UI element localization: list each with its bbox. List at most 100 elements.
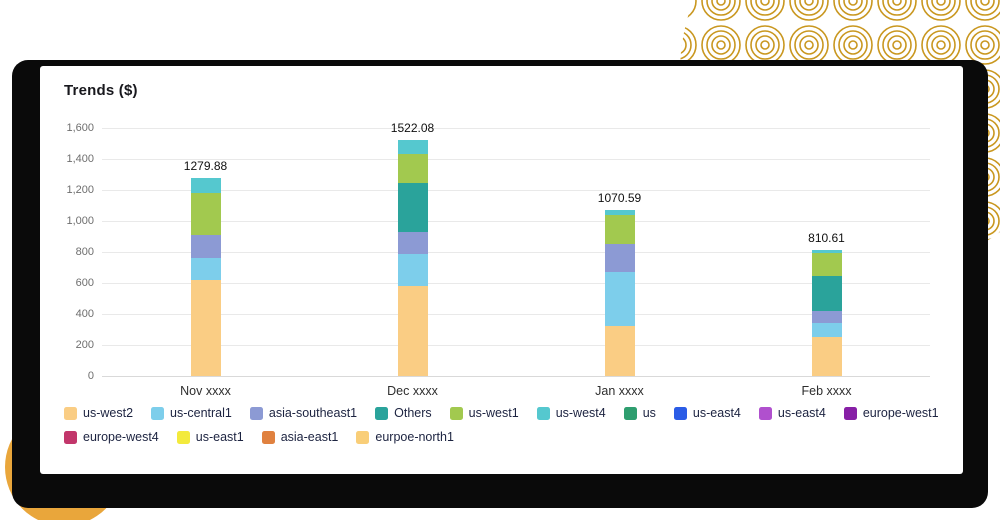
gridline [102, 345, 930, 346]
legend-swatch [261, 430, 275, 444]
y-tick-label: 1,600 [66, 122, 94, 134]
x-axis-label: Jan xxxx [595, 384, 644, 398]
bar-group: 810.61 Feb xxxx [801, 128, 851, 398]
y-tick-label: 800 [75, 246, 94, 258]
bar-total-label: 1070.59 [597, 191, 642, 206]
legend-swatch [356, 430, 370, 444]
plot-area: 1279.88 Nov xxxx 1522.08 Dec xxxx 1070.59 Jan… [102, 121, 930, 398]
x-axis-label: Nov xxxx [180, 384, 231, 398]
x-axis-label: Feb xxxx [801, 384, 852, 398]
legend-label: us-west4 [555, 406, 606, 420]
bar-segment-us-west4[interactable] [811, 250, 842, 253]
legend-row-2: europe-west4 us-east1 asia-east1 eurpoe-nor… [64, 430, 949, 444]
legend-swatch [249, 406, 263, 420]
gridline [102, 128, 930, 129]
legend-label: asia-east1 [280, 430, 339, 444]
legend-swatch [449, 406, 463, 420]
bar-group: 1522.08 Dec xxxx [387, 121, 438, 398]
bar-segment-us-west4[interactable] [604, 210, 635, 216]
bar-segment-us-west1[interactable] [811, 252, 842, 277]
bar-segment-us-west1[interactable] [397, 154, 428, 184]
bar-segment-us-west4[interactable] [190, 177, 221, 194]
legend-item-us-east4[interactable]: us-east4 [673, 406, 741, 420]
legend-label: Others [394, 406, 432, 420]
legend-item-us-west4[interactable]: us-west4 [536, 406, 606, 420]
legend-item-us-central1[interactable]: us-central1 [151, 406, 232, 420]
legend-row-1: us-west2 us-central1 asia-southeast1 Others… [64, 406, 949, 420]
y-tick-label: 200 [75, 339, 94, 351]
bar-segment-Others[interactable] [811, 276, 842, 311]
legend-label: us [642, 406, 656, 420]
legend-swatch [375, 406, 389, 420]
legend-label: us-west2 [83, 406, 134, 420]
gridline [102, 159, 930, 160]
legend-item-asia-east1[interactable]: asia-east1 [261, 430, 339, 444]
y-tick-label: 1,400 [66, 153, 94, 165]
legend-item-europe-west4[interactable]: europe-west4 [64, 430, 159, 444]
legend-item-Others[interactable]: Others [375, 406, 432, 420]
y-tick-label: 1,000 [66, 215, 94, 227]
legend-swatch [758, 406, 772, 420]
bar-segment-us-west2[interactable] [397, 286, 428, 376]
legend-swatch [843, 406, 857, 420]
bar-group: 1070.59 Jan xxxx [595, 128, 644, 398]
y-axis-labels: 0 200 400 600 800 1,000 1,200 1,400 1,600 [48, 122, 94, 382]
legend-label: us-west1 [468, 406, 519, 420]
bar-total-label: 810.61 [808, 231, 845, 246]
x-axis-label: Dec xxxx [387, 384, 438, 398]
legend-label: us-east4 [777, 406, 826, 420]
bar-segment-us-central1[interactable] [604, 272, 635, 327]
bar-segment-us-central1[interactable] [190, 257, 221, 280]
bar-segment-us-west2[interactable] [190, 279, 221, 376]
gridline [102, 190, 930, 191]
gridline [102, 252, 930, 253]
legend-swatch [176, 430, 190, 444]
legend-item-europe-west1[interactable]: europe-west1 [843, 406, 939, 420]
chart-legend: us-west2 us-central1 asia-southeast1 Others… [64, 406, 949, 454]
legend-label: us-central1 [170, 406, 232, 420]
bar-segment-asia-southeast1[interactable] [811, 310, 842, 323]
legend-item-asia-southeast1[interactable]: asia-southeast1 [249, 406, 358, 420]
bar-segment-us-west1[interactable] [604, 215, 635, 245]
gridline [102, 376, 930, 377]
y-tick-label: 1,200 [66, 184, 94, 196]
bar-total-label: 1279.88 [183, 158, 228, 173]
bar-segment-asia-southeast1[interactable] [397, 232, 428, 255]
bar-segment-us-central1[interactable] [811, 322, 842, 338]
bar-segment-Others[interactable] [397, 183, 428, 233]
y-tick-label: 600 [75, 277, 94, 289]
legend-item-us-east1[interactable]: us-east1 [176, 430, 244, 444]
bar-segment-us-west4[interactable] [397, 140, 428, 155]
gridline [102, 314, 930, 315]
gridline [102, 283, 930, 284]
legend-item-eurpoe-north1[interactable]: eurpoe-north1 [356, 430, 454, 444]
bar-segment-us-west2[interactable] [604, 326, 635, 376]
bar-segment-asia-southeast1[interactable] [190, 234, 221, 258]
bar-segment-us-west1[interactable] [190, 193, 221, 235]
legend-item-us-west1[interactable]: us-west1 [449, 406, 519, 420]
trends-chart-card: Trends ($) 0 200 400 600 800 1,000 1,200 1,400 1… [40, 66, 963, 474]
legend-label: us-east1 [195, 430, 244, 444]
legend-swatch [64, 430, 77, 444]
legend-swatch [623, 406, 637, 420]
legend-label: eurpoe-north1 [375, 430, 454, 444]
legend-item-us-west2[interactable]: us-west2 [64, 406, 133, 420]
bar-total-label: 1522.08 [390, 121, 435, 136]
bar-segment-us-west2[interactable] [811, 337, 842, 376]
bar-segment-us-central1[interactable] [397, 254, 428, 287]
legend-swatch [536, 406, 550, 420]
legend-label: us-east4 [692, 406, 741, 420]
y-tick-label: 400 [75, 308, 94, 320]
legend-swatch [673, 406, 687, 420]
chart-title: Trends ($) [64, 82, 138, 99]
bar-group: 1279.88 Nov xxxx [180, 128, 231, 398]
legend-item-us-east4[interactable]: us-east4 [758, 406, 826, 420]
legend-label: asia-southeast1 [268, 406, 358, 420]
bar-segment-asia-southeast1[interactable] [604, 244, 635, 273]
legend-item-us[interactable]: us [623, 406, 656, 420]
legend-label: europe-west1 [862, 406, 939, 420]
gridline [102, 221, 930, 222]
y-tick-label: 0 [87, 370, 94, 382]
legend-swatch [64, 406, 77, 420]
